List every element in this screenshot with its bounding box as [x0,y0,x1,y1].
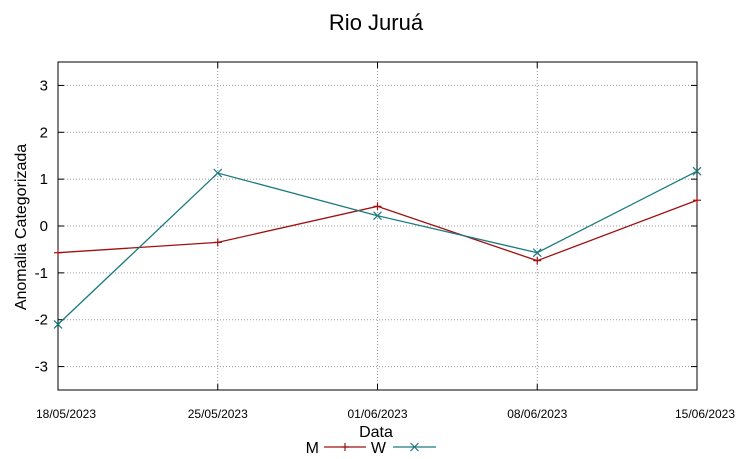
grid-lines [57,62,698,390]
y-tick-label: -3 [35,359,48,376]
data-point-W [213,168,223,178]
y-tick-label: 3 [40,77,48,94]
y-tick-label: -2 [35,312,48,329]
x-tick-label: 08/06/2023 [507,407,567,421]
legend-marker-M [341,443,349,451]
legend-label-W: W [371,440,387,457]
data-point-M [693,196,701,205]
data-point-W [532,248,542,258]
data-point-M [533,256,542,265]
chart-title: Rio Juruá [329,10,424,35]
data-point-W [692,166,702,176]
data-point-W [53,319,63,329]
y-tick-label: 0 [40,218,48,235]
x-tick-label: 25/05/2023 [188,407,248,421]
y-tick-label: 2 [40,124,48,141]
data-point-M [373,202,382,211]
data-point-M [213,238,222,247]
data-point-W [373,211,382,221]
y-axis-ticks: 3 2 1 0 -1 -2 -3 [35,77,697,376]
y-axis-label: Anomalia Categorizada [13,144,30,310]
x-tick-label: 15/06/2023 [675,407,735,421]
x-axis-label: Data [359,424,393,441]
x-tick-label: 01/06/2023 [347,407,407,421]
legend-marker-W [410,442,419,452]
x-axis-ticks: 18/05/2023 25/05/2023 01/06/2023 08/06/2023… [36,62,735,421]
data-point-M [54,248,62,257]
y-tick-label: 1 [40,171,48,188]
x-tick-label: 18/05/2023 [36,407,96,421]
legend-label-M: M [306,440,319,457]
series-lines [53,166,702,329]
y-tick-label: -1 [35,265,48,282]
